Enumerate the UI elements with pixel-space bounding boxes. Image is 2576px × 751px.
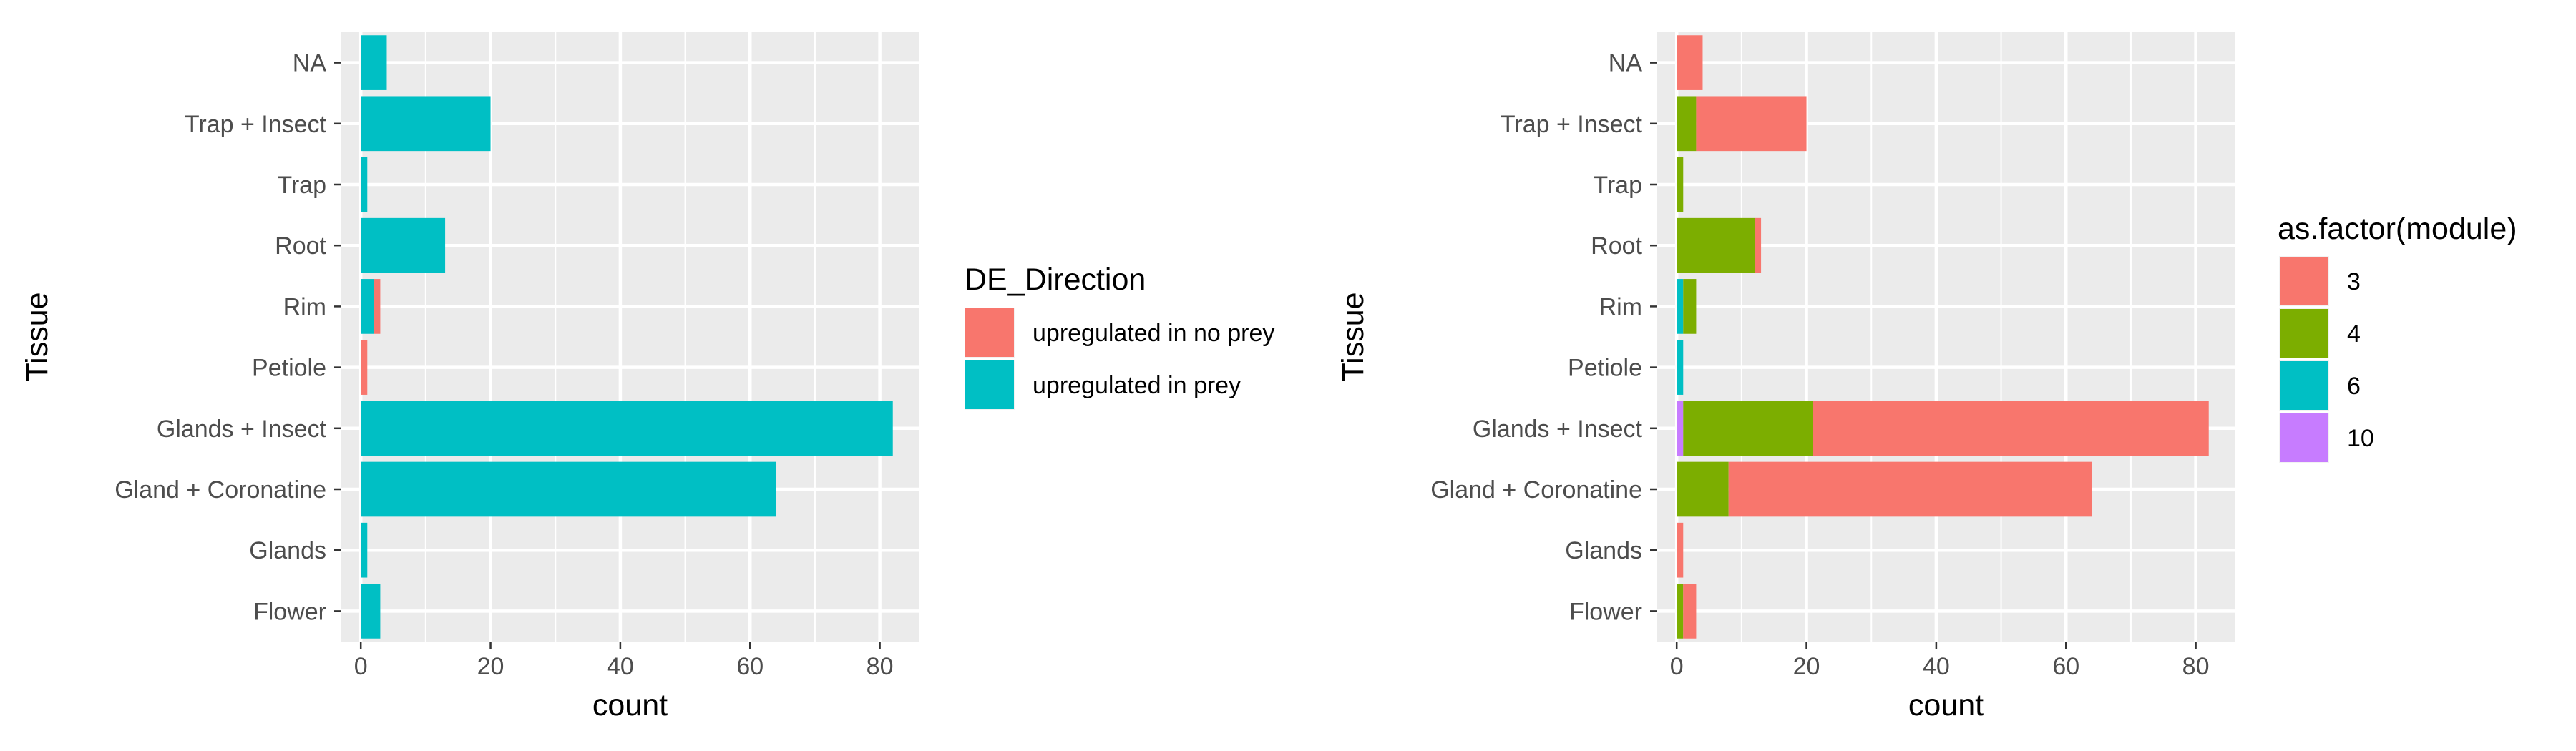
y-tick-label: Trap — [277, 172, 326, 199]
x-tick-label: 20 — [477, 653, 504, 680]
y-tick-label: Petiole — [252, 355, 326, 382]
y-tick-label: Rim — [1599, 293, 1642, 320]
bar-root-3 — [1755, 217, 1762, 273]
bar-flower-3 — [1683, 584, 1697, 639]
y-tick-label: Glands + Insect — [157, 416, 327, 443]
bar-rim-6 — [1677, 279, 1684, 334]
y-axis-title: Tissue — [1336, 292, 1370, 381]
bar-glands-insect-4 — [1683, 401, 1813, 456]
chart-panel-module: NA Trap + Insect Trap Root Rim Petiole Glands … — [1336, 32, 2517, 722]
x-tick-label: 0 — [354, 653, 368, 680]
y-tick-label: Trap + Insect — [185, 111, 327, 138]
bar-na-upregulated-in-prey — [361, 35, 387, 90]
bar-flower-upregulated-in-prey — [361, 584, 381, 639]
y-tick-label: NA — [1609, 50, 1643, 77]
y-tick-label: Flower — [253, 598, 326, 625]
y-tick-label: Gland + Coronatine — [1430, 476, 1642, 504]
legend-title: DE_Direction — [965, 262, 1146, 297]
y-tick-label: Flower — [1569, 598, 1642, 625]
legend-label: 3 — [2347, 268, 2361, 295]
bar-petiole-6 — [1677, 340, 1684, 395]
bar-glands-insect-upregulated-in-prey — [361, 401, 893, 456]
y-tick-label: Glands — [1565, 537, 1642, 564]
bar-rim-upregulated-in-no-prey — [374, 279, 381, 334]
bar-glands-3 — [1677, 522, 1684, 578]
legend-swatch-upregulated-in-no-prey — [965, 308, 1014, 357]
bar-na-3 — [1677, 35, 1703, 90]
chart-panel-de-direction: NA Trap + Insect Trap Root Rim Petiole Glands … — [20, 32, 1274, 722]
x-tick-label: 80 — [867, 653, 894, 680]
bar-trap-insect-3 — [1696, 96, 1807, 152]
bar-gland-coronatine-3 — [1728, 461, 2092, 517]
x-tick-label: 80 — [2182, 653, 2210, 680]
legend-swatch-3 — [2280, 257, 2328, 305]
x-tick-label: 0 — [1670, 653, 1684, 680]
legend-label: 10 — [2347, 425, 2374, 452]
bar-root-4 — [1677, 217, 1755, 273]
y-tick-label: Root — [1591, 232, 1642, 260]
bar-rim-upregulated-in-prey — [361, 279, 374, 334]
bar-trap-4 — [1677, 157, 1684, 212]
bar-gland-coronatine-4 — [1677, 461, 1729, 517]
bar-petiole-upregulated-in-no-prey — [361, 340, 368, 395]
bar-rim-4 — [1683, 279, 1697, 334]
legend-label: 6 — [2347, 373, 2361, 400]
y-axis-title: Tissue — [20, 292, 54, 381]
bar-glands-upregulated-in-prey — [361, 522, 368, 578]
y-tick-label: Rim — [283, 293, 326, 320]
x-tick-label: 60 — [736, 653, 763, 680]
bar-trap-insect-upregulated-in-prey — [361, 96, 491, 152]
bar-root-upregulated-in-prey — [361, 217, 446, 273]
legend-label: upregulated in prey — [1033, 372, 1241, 399]
y-tick-label: Gland + Coronatine — [114, 476, 326, 504]
x-tick-label: 60 — [2052, 653, 2079, 680]
bar-flower-4 — [1677, 584, 1684, 639]
y-tick-label: Root — [275, 232, 326, 260]
legend-label: upregulated in no prey — [1033, 320, 1274, 347]
x-tick-label: 20 — [1793, 653, 1820, 680]
legend: DE_Direction upregulated in no prey upregu… — [965, 262, 1274, 410]
legend: as.factor(module) 3 4 6 10 — [2278, 212, 2517, 463]
y-tick-label: Petiole — [1568, 355, 1642, 382]
x-tick-label: 40 — [607, 653, 634, 680]
legend-swatch-10 — [2280, 413, 2328, 462]
bar-glands-insect-3 — [1813, 401, 2209, 456]
x-axis-title: count — [1908, 688, 1984, 722]
bar-glands-insect-10 — [1677, 401, 1684, 456]
y-tick-label: Trap + Insect — [1501, 111, 1643, 138]
y-tick-label: Glands — [249, 537, 326, 564]
legend-title: as.factor(module) — [2278, 212, 2517, 246]
legend-label: 4 — [2347, 320, 2361, 348]
y-tick-label: Glands + Insect — [1473, 416, 1643, 443]
legend-swatch-6 — [2280, 361, 2328, 410]
y-tick-label: Trap — [1593, 172, 1642, 199]
x-axis-title: count — [592, 688, 668, 722]
bar-gland-coronatine-upregulated-in-prey — [361, 461, 776, 517]
bar-trap-upregulated-in-prey — [361, 157, 368, 212]
x-tick-label: 40 — [1923, 653, 1950, 680]
legend-swatch-upregulated-in-prey — [965, 360, 1014, 409]
bar-trap-insect-4 — [1677, 96, 1697, 152]
y-tick-label: NA — [293, 50, 327, 77]
legend-swatch-4 — [2280, 309, 2328, 358]
